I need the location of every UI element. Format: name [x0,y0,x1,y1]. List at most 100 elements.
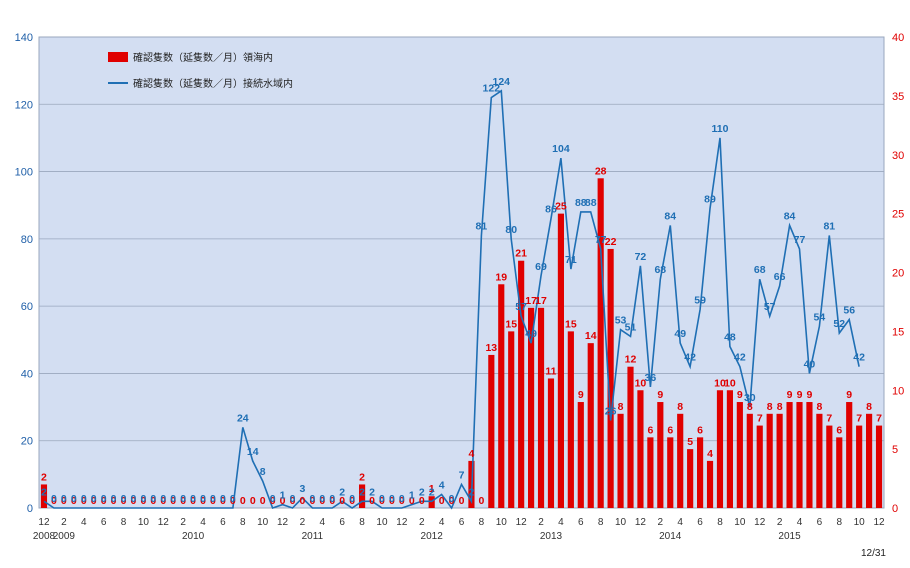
line-value-label: 8 [260,466,266,478]
bar [518,260,525,508]
bar-value-label: 0 [230,495,236,507]
bar-value-label: 10 [724,377,736,389]
bar-value-label: 5 [687,436,693,448]
line-value-label: 72 [635,251,647,263]
bar-value-label: 0 [200,495,206,507]
bar-value-label: 14 [585,330,597,342]
line-value-label: 0 [389,493,395,505]
line-value-label: 0 [61,493,67,505]
line-value-label: 110 [711,123,728,135]
bar-series [40,178,883,509]
x-axis-tick-label: 10 [854,517,866,528]
left-axis-tick-label: 20 [21,436,33,448]
line-value-label: 53 [615,315,627,327]
x-axis-tick-label: 4 [320,517,326,528]
x-axis-tick-label: 8 [121,517,127,528]
right-axis-tick-label: 10 [892,385,904,397]
bar-value-label: 2 [359,471,365,483]
x-axis-tick-label: 6 [578,517,584,528]
x-axis-tick-label: 10 [615,517,627,528]
year-label: 2010 [182,531,205,542]
x-axis-tick-label: 6 [459,517,465,528]
line-value-label: 0 [379,493,385,505]
line-value-label: 0 [309,493,315,505]
bar-value-label: 0 [399,495,405,507]
bar-value-label: 0 [319,495,325,507]
line-value-label: 0 [329,493,335,505]
x-axis-tick-label: 2 [61,517,67,528]
line-value-label: 0 [220,493,226,505]
bar-value-label: 0 [61,495,67,507]
bar [637,390,644,508]
line-value-label: 0 [121,493,127,505]
bar [776,413,783,508]
bar [577,402,584,508]
line-value-label: 36 [645,372,657,384]
line-value-label: 26 [605,406,617,418]
right-axis-tick-label: 40 [892,32,904,44]
x-axis-tick-label: 10 [734,517,746,528]
line-value-label: 40 [804,358,816,370]
line-value-label: 0 [190,493,196,505]
bar [846,402,853,508]
bar-value-label: 7 [856,413,862,425]
bar [657,402,664,508]
bar-value-label: 17 [525,295,537,307]
line-value-label: 49 [674,328,686,340]
left-axis-tick-label: 80 [21,234,33,246]
bar [587,343,594,508]
line-value-label: 122 [483,83,501,95]
bar-value-label: 9 [797,389,803,401]
line-value-label: 0 [81,493,87,505]
x-axis-tick-label: 10 [138,517,150,528]
year-label: 2012 [421,531,444,542]
right-axis-tick-label: 5 [892,444,898,456]
line-value-label: 84 [784,210,796,222]
x-axis-tick-label: 12 [277,517,289,528]
bar [617,413,624,508]
line-value-label: 86 [545,204,557,216]
bar-value-label: 0 [81,495,87,507]
bar-value-label: 6 [697,424,703,436]
year-label: 2015 [778,531,801,542]
line-value-label: 71 [565,254,577,266]
bar-value-label: 0 [210,495,216,507]
bar-value-label: 22 [605,236,617,248]
bar [40,484,48,508]
line-value-label: 0 [230,493,236,505]
line-value-label: 57 [764,301,776,313]
bar-value-label: 0 [379,495,385,507]
line-value-label: 51 [625,321,637,333]
line-value-label: 0 [51,493,57,505]
bar [746,413,753,508]
line-value-label: 0 [170,493,176,505]
line-value-label: 2 [429,486,435,498]
x-axis-tick-label: 4 [677,517,683,528]
x-axis-tick-label: 4 [200,517,206,528]
bar-value-label: 0 [91,495,97,507]
bar [875,425,883,508]
bar-value-label: 9 [578,389,584,401]
line-value-label: 0 [111,493,117,505]
legend: 確認隻数（延隻数／月）領海内 確認隻数（延隻数／月）接続水域内 [108,51,293,90]
line-value-label: 2 [41,486,47,498]
bar [866,413,873,508]
line-value-label: 0 [200,493,206,505]
line-value-label: 52 [833,318,845,330]
line-value-label: 80 [505,224,517,236]
bar-value-label: 9 [807,389,813,401]
left-axis-tick-label: 140 [15,32,33,44]
line-value-label: 0 [140,493,146,505]
bar-value-label: 8 [677,401,683,413]
line-value-label: 0 [449,493,455,505]
line-value-label: 104 [552,143,570,155]
x-axis-tick-label: 10 [376,517,388,528]
bar-value-label: 0 [101,495,107,507]
x-axis-tick-label: 4 [558,517,564,528]
bar-value-label: 28 [595,165,607,177]
legend-swatch-bar [108,52,128,62]
bar-value-label: 8 [767,401,773,413]
bar-value-label: 1 [429,483,435,495]
bar [826,425,833,508]
line-series [43,89,860,510]
